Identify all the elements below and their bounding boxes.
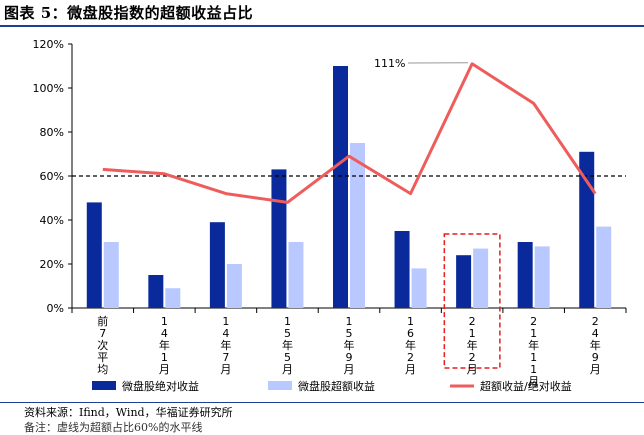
- annotation-label: 111%: [374, 57, 405, 70]
- legend-swatch: [268, 381, 292, 390]
- legend-label: 微盘股超额收益: [298, 379, 375, 393]
- source-note: 资料来源：Ifind，Wind，华福证券研究所: [24, 404, 233, 420]
- footer-divider: [0, 402, 644, 403]
- y-tick-label: 40%: [40, 214, 64, 227]
- bar-absolute-return: [456, 255, 471, 308]
- bar-absolute-return: [395, 231, 410, 308]
- bar-excess-return: [104, 242, 119, 308]
- legend-label: 微盘股绝对收益: [122, 379, 199, 393]
- y-tick-label: 60%: [40, 170, 64, 183]
- y-tick-label: 100%: [33, 82, 64, 95]
- bar-excess-return: [473, 249, 488, 308]
- y-tick-label: 120%: [33, 38, 64, 51]
- bar-excess-return: [227, 264, 242, 308]
- title-divider: [0, 25, 644, 27]
- bar-excess-return: [412, 268, 427, 308]
- bar-excess-return: [535, 246, 550, 308]
- bar-absolute-return: [518, 242, 533, 308]
- bar-absolute-return: [333, 66, 348, 308]
- legend-swatch: [92, 381, 116, 390]
- bar-absolute-return: [148, 275, 163, 308]
- ratio-line: [103, 64, 595, 203]
- footnote: 备注：虚线为超额占比60%的水平线: [24, 419, 202, 435]
- bar-excess-return: [350, 143, 365, 308]
- bar-excess-return: [165, 288, 180, 308]
- bar-absolute-return: [87, 202, 102, 308]
- legend-label: 超额收益/绝对收益: [480, 379, 572, 393]
- bar-absolute-return: [271, 169, 286, 308]
- page-title: 图表 5：微盘股指数的超额收益占比: [4, 2, 253, 23]
- y-tick-label: 20%: [40, 258, 64, 271]
- bar-excess-return: [288, 242, 303, 308]
- y-tick-label: 80%: [40, 126, 64, 139]
- bar-excess-return: [596, 227, 611, 308]
- bar-absolute-return: [210, 222, 225, 308]
- y-tick-label: 0%: [47, 302, 64, 315]
